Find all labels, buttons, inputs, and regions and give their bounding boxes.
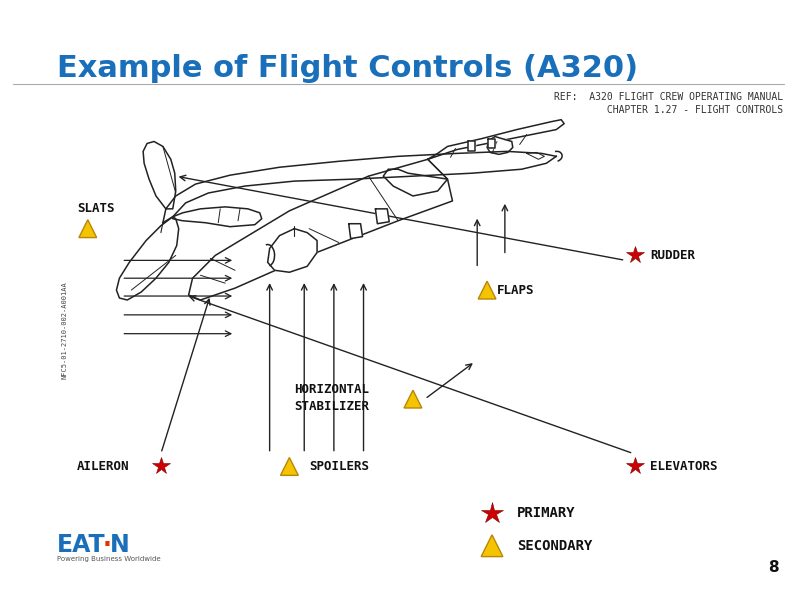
Polygon shape: [173, 207, 262, 227]
Polygon shape: [79, 220, 97, 238]
Text: PRIMARY: PRIMARY: [517, 506, 575, 520]
Text: ELEVATORS: ELEVATORS: [650, 460, 718, 473]
Polygon shape: [468, 142, 475, 151]
Polygon shape: [428, 119, 564, 160]
Polygon shape: [349, 224, 362, 239]
Text: EAT: EAT: [57, 533, 106, 557]
Text: RUDDER: RUDDER: [650, 249, 695, 262]
Text: ·: ·: [102, 533, 111, 557]
Polygon shape: [487, 137, 513, 154]
Polygon shape: [481, 535, 503, 557]
Polygon shape: [117, 217, 178, 300]
Text: SLATS: SLATS: [77, 202, 114, 215]
Text: STABILIZER: STABILIZER: [294, 401, 370, 413]
Polygon shape: [383, 169, 447, 196]
Polygon shape: [143, 142, 176, 209]
Polygon shape: [375, 209, 390, 224]
Text: NFC5-01-2710-002-A001AA: NFC5-01-2710-002-A001AA: [61, 281, 67, 379]
Text: N: N: [110, 533, 130, 557]
Text: SPOILERS: SPOILERS: [309, 460, 369, 473]
Polygon shape: [488, 139, 495, 148]
Polygon shape: [189, 160, 453, 300]
Text: Example of Flight Controls (A320): Example of Flight Controls (A320): [57, 54, 638, 83]
Polygon shape: [281, 458, 298, 475]
Text: 8: 8: [768, 560, 778, 575]
Polygon shape: [163, 151, 556, 223]
Text: FLAPS: FLAPS: [497, 284, 534, 296]
Polygon shape: [478, 281, 496, 299]
Text: AILERON: AILERON: [77, 460, 130, 473]
Text: REF:  A320 FLIGHT CREW OPERATING MANUAL
         CHAPTER 1.27 - FLIGHT CONTROLS: REF: A320 FLIGHT CREW OPERATING MANUAL C…: [554, 92, 783, 115]
Text: HORIZONTAL: HORIZONTAL: [294, 383, 370, 395]
Text: Powering Business Worldwide: Powering Business Worldwide: [57, 556, 161, 562]
Text: SECONDARY: SECONDARY: [517, 539, 592, 553]
Polygon shape: [404, 390, 422, 408]
Polygon shape: [268, 229, 317, 272]
